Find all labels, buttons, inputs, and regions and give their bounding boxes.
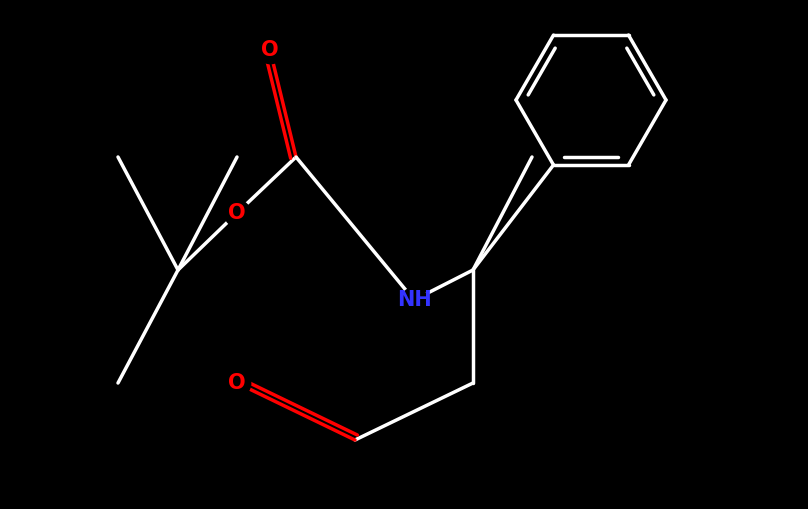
Text: O: O — [228, 373, 246, 393]
Text: O: O — [228, 203, 246, 223]
Text: O: O — [261, 40, 279, 60]
Text: NH: NH — [397, 290, 431, 310]
